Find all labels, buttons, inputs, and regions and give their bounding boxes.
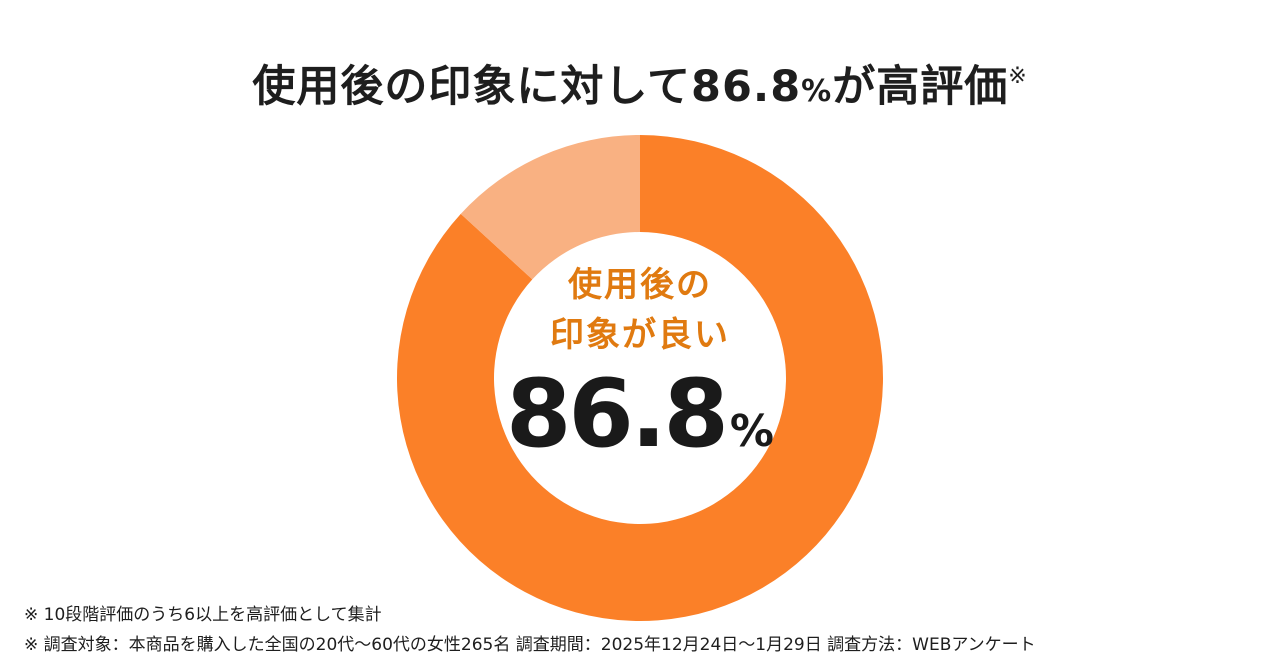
center-label-line1: 使用後の — [568, 265, 712, 305]
donut-slice-positive — [396, 135, 884, 621]
center-label-line2: 印象が良い — [550, 315, 730, 355]
title-main: 使用後の印象に対して86.8 — [252, 62, 802, 112]
footnote-survey-details: ※ 調査対象：本商品を購入した全国の20代〜60代の女性265名 調査期間：20… — [24, 635, 1036, 655]
chart-title: 使用後の印象に対して86.8%が高評価※ — [0, 48, 1280, 121]
donut-slice-other — [460, 135, 640, 280]
title-note-mark: ※ — [1008, 64, 1028, 89]
title-percent-sign: % — [801, 74, 833, 109]
center-value-number: 86.8 — [505, 360, 729, 469]
title-tail: が高評価 — [832, 62, 1009, 112]
footnote-rating-method: ※ 10段階評価のうち6以上を高評価として集計 — [24, 605, 382, 625]
center-value-unit: % — [729, 406, 775, 457]
center-value: 86.8% — [440, 360, 840, 496]
